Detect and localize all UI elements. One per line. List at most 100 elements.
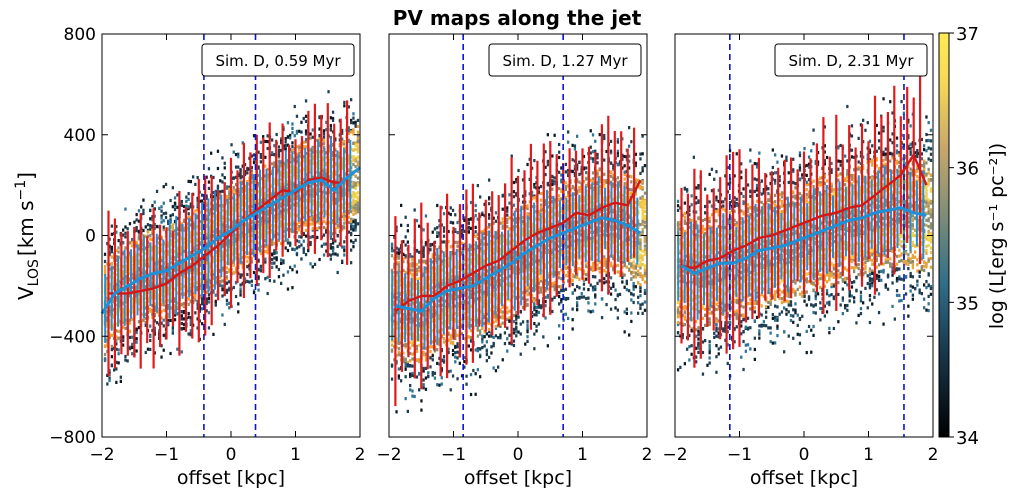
heat-cell [167,252,170,256]
heat-cell [117,246,120,250]
heat-cell [309,262,312,266]
heat-cell [221,180,224,184]
heat-cell [176,291,179,295]
heat-cell [411,258,414,262]
heat-cell [300,235,303,239]
heat-cell [411,272,414,276]
heat-cell [311,199,314,203]
heat-cell [309,153,312,157]
heat-cell [106,309,109,313]
heat-cell [352,112,355,116]
heat-cell [334,161,337,166]
heat-cell [295,270,299,274]
heat-cell [350,121,353,125]
heat-cell [144,263,147,267]
heat-cell [356,203,360,207]
heat-cell [243,237,247,241]
heat-cell [280,212,283,216]
heat-cell [201,307,204,311]
heat-cell [194,293,197,297]
heat-cell [153,302,156,306]
heat-cell [228,208,231,212]
heat-cell [350,217,353,221]
heat-cell [302,215,305,219]
heat-cell [311,175,314,179]
heat-cell [300,257,303,261]
heat-cell [128,271,132,275]
heat-cell [318,212,321,216]
heat-cell [149,307,152,311]
heat-cell [219,213,222,217]
heat-cell [415,328,419,332]
heat-cell [354,206,357,210]
heat-cell [137,266,141,271]
heat-cell [286,187,290,191]
heat-cell [128,286,132,290]
heat-cell [144,301,147,305]
heat-cell [131,274,134,278]
heat-cell [411,343,414,347]
heat-cell [173,204,177,208]
heat-cell [343,249,346,253]
heat-cell [176,249,179,253]
heat-cell [298,129,301,133]
heat-cell [212,195,215,199]
heat-cell [316,226,319,231]
heat-cell [151,232,154,236]
heat-cell [228,203,231,207]
heat-cell [422,252,425,256]
heat-cell [356,183,360,187]
heat-cell [309,159,312,163]
heat-cell [106,349,109,354]
heat-cell [411,255,414,259]
heat-cell [352,203,355,207]
heat-cell [264,182,267,186]
heat-cell [352,208,355,212]
heat-cell [354,186,357,190]
heat-cell [286,238,290,242]
heat-cell [250,239,253,243]
heat-cell [219,231,222,235]
heat-cell [415,326,419,330]
heat-cell [160,220,163,224]
heat-cell [264,231,267,235]
heat-cell [196,196,199,200]
heat-cell [311,265,314,269]
heat-cell [146,347,150,351]
heat-cell [239,293,242,297]
heat-cell [194,311,197,315]
heat-cell [318,187,321,191]
heat-cell [106,282,109,286]
heat-cell [167,319,170,323]
heat-cell [334,219,337,223]
heat-cell [189,289,192,293]
heat-cell [189,329,192,333]
heat-cell [212,214,215,218]
heat-cell [257,173,260,177]
heat-cell [115,254,118,259]
heat-cell [273,279,276,283]
heat-cell [212,273,215,277]
heat-cell [418,265,421,269]
heat-cell [322,233,326,237]
heat-cell [302,158,305,162]
heat-cell [219,279,222,283]
heat-cell [286,248,290,253]
heat-cell [395,361,398,365]
heat-cell [212,204,215,208]
heat-cell [117,352,120,356]
heat-cell [275,251,278,255]
heat-cell [149,347,152,351]
heat-cell [397,353,400,357]
heat-cell [237,310,240,314]
heat-cell [259,153,262,157]
heat-cell [151,290,154,294]
heat-cell [341,142,344,146]
heat-cell [409,253,412,257]
heat-cell [146,228,150,232]
heat-cell [158,206,161,210]
heat-cell [415,300,419,304]
heat-cell [280,210,283,214]
heat-cell [318,116,321,120]
heat-cell [232,188,235,192]
